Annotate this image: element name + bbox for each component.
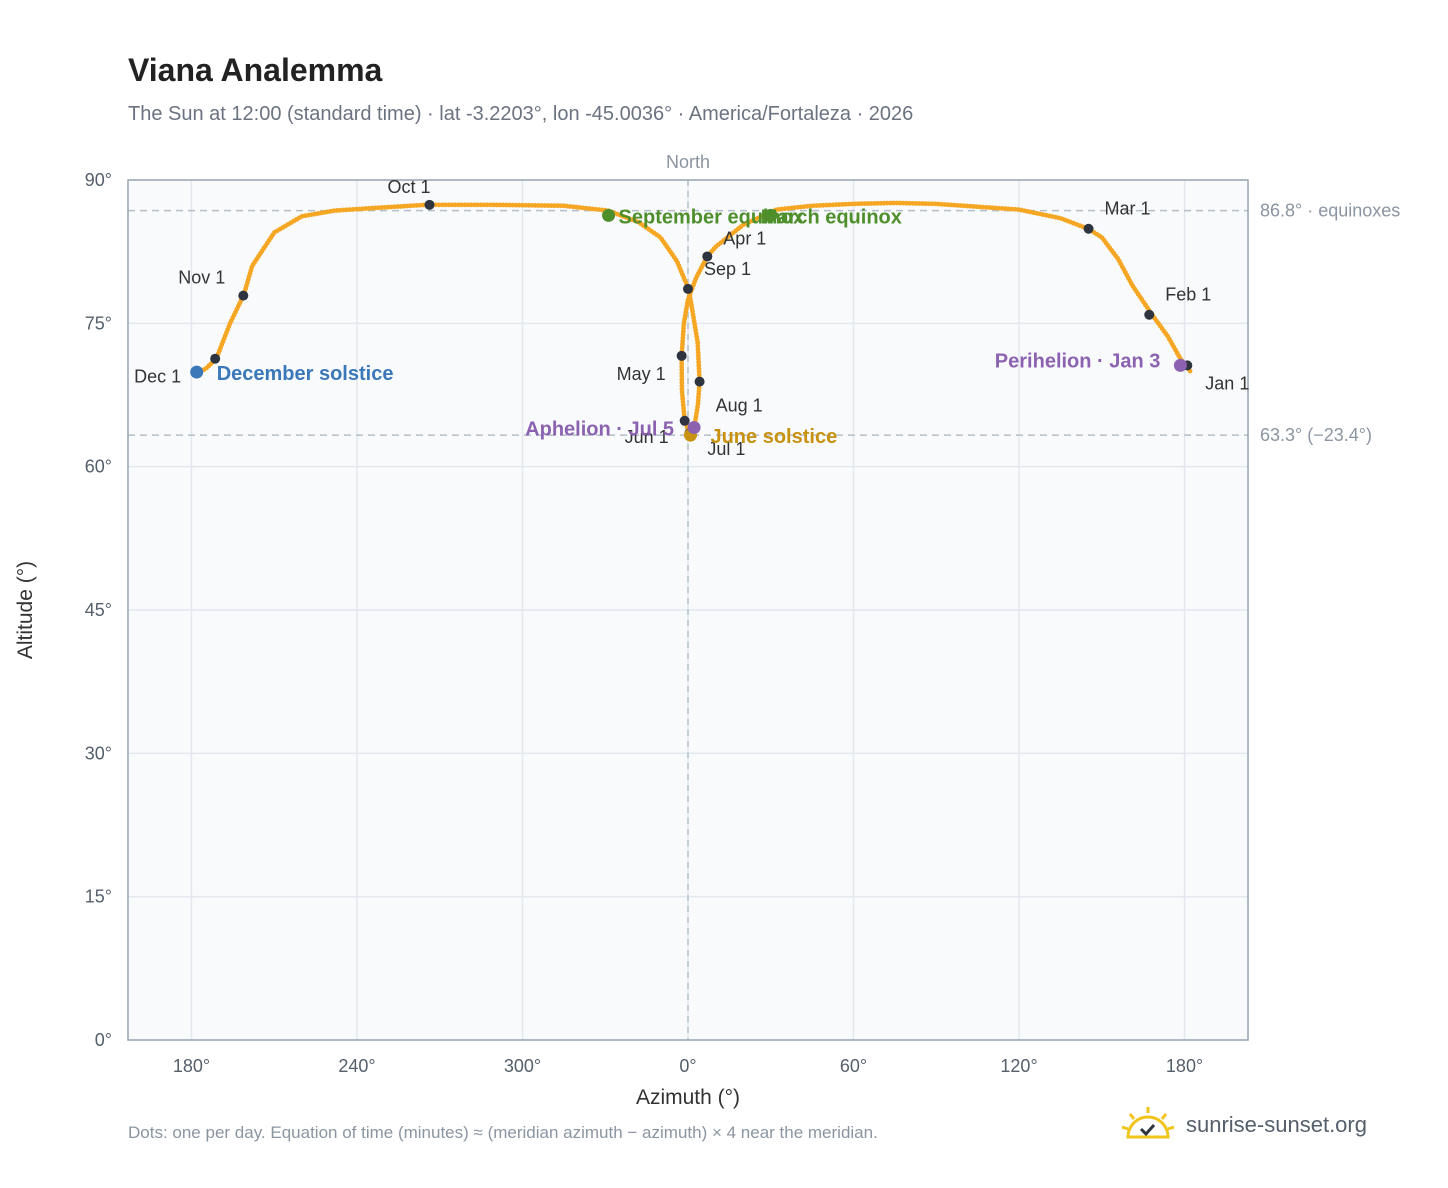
x-tick-label: 60° — [840, 1056, 867, 1076]
month-marker-label: Feb 1 — [1165, 285, 1211, 305]
north-label: North — [666, 152, 710, 172]
month-marker-label: Jun 1 — [625, 427, 669, 447]
month-marker-label: Apr 1 — [723, 228, 766, 248]
month-marker — [694, 376, 705, 387]
chart-title: Viana Analemma — [128, 52, 383, 88]
month-marker-label: Mar 1 — [1105, 199, 1151, 219]
x-axis-label: Azimuth (°) — [636, 1086, 740, 1109]
event-label: Perihelion · Jan 3 — [995, 350, 1161, 372]
reference-line-label: 86.8° · equinoxes — [1260, 201, 1400, 221]
y-tick-label: 45° — [85, 600, 112, 620]
y-tick-labels: 0° 15° 30° 45° 60° 75° 90° — [85, 170, 112, 1050]
month-marker — [679, 415, 690, 426]
y-axis-label: Altitude (°) — [14, 561, 37, 659]
month-marker-label: Aug 1 — [716, 396, 763, 416]
y-tick-label: 75° — [85, 313, 112, 333]
month-marker — [676, 350, 687, 361]
month-marker — [424, 199, 435, 210]
x-tick-label: 180° — [173, 1056, 210, 1076]
month-markers: Jan 1 Feb 1 Mar 1 Apr 1 May 1 Jun 1 Jul 1 Aug 1… — [134, 177, 1249, 459]
event-marker — [602, 208, 616, 222]
x-tick-label: 180° — [1166, 1056, 1203, 1076]
month-marker — [1083, 223, 1094, 234]
month-marker — [702, 251, 713, 262]
chart-subtitle: The Sun at 12:00 (standard time) · lat -… — [128, 103, 914, 125]
x-tick-label: 300° — [504, 1056, 541, 1076]
month-marker-label: Jan 1 — [1205, 373, 1249, 393]
month-marker-label: Dec 1 — [134, 367, 181, 387]
event-label: December solstice — [217, 363, 394, 385]
x-tick-label: 120° — [1000, 1056, 1037, 1076]
x-tick-label: 0° — [679, 1056, 696, 1076]
footnote: Dots: one per day. Equation of time (min… — [128, 1123, 878, 1142]
plot-frame — [127, 179, 1249, 1041]
y-tick-label: 90° — [85, 170, 112, 190]
month-marker-label: Sep 1 — [704, 259, 751, 279]
sun-logo-icon — [1121, 1107, 1175, 1139]
y-tick-label: 30° — [85, 743, 112, 763]
month-marker-label: Oct 1 — [388, 177, 431, 197]
event-markers: December solstice June solstice March equi… — [190, 206, 1187, 448]
y-tick-label: 15° — [85, 887, 112, 907]
reference-line-label: 63.3° (−23.4°) — [1260, 425, 1372, 445]
y-tick-label: 60° — [85, 457, 112, 477]
event-marker — [190, 365, 204, 379]
month-marker — [210, 353, 221, 364]
event-label: September equinox — [619, 206, 805, 228]
month-marker — [238, 290, 249, 301]
month-marker — [683, 283, 693, 294]
month-marker-label: Nov 1 — [178, 268, 225, 288]
event-marker — [764, 208, 778, 222]
y-tick-label: 0° — [95, 1030, 112, 1050]
event-label: June solstice — [710, 426, 837, 448]
month-marker-label: Jul 1 — [707, 439, 745, 459]
x-tick-labels: 180° 240° 300° 0° 60° 120° 180° — [173, 1056, 1203, 1076]
brand-name: sunrise-sunset.org — [1186, 1112, 1367, 1137]
event-marker — [1173, 358, 1187, 372]
month-marker — [1144, 309, 1155, 320]
brand[interactable]: sunrise-sunset.org — [1120, 1100, 1367, 1150]
reference-lines: 86.8° · equinoxes 63.3° (−23.4°) — [128, 201, 1400, 445]
event-marker — [687, 420, 701, 434]
event-label: March equinox — [761, 206, 902, 228]
month-marker-label: May 1 — [617, 364, 666, 384]
x-tick-label: 240° — [338, 1056, 375, 1076]
event-label: Aphelion · Jul 5 — [525, 418, 674, 440]
